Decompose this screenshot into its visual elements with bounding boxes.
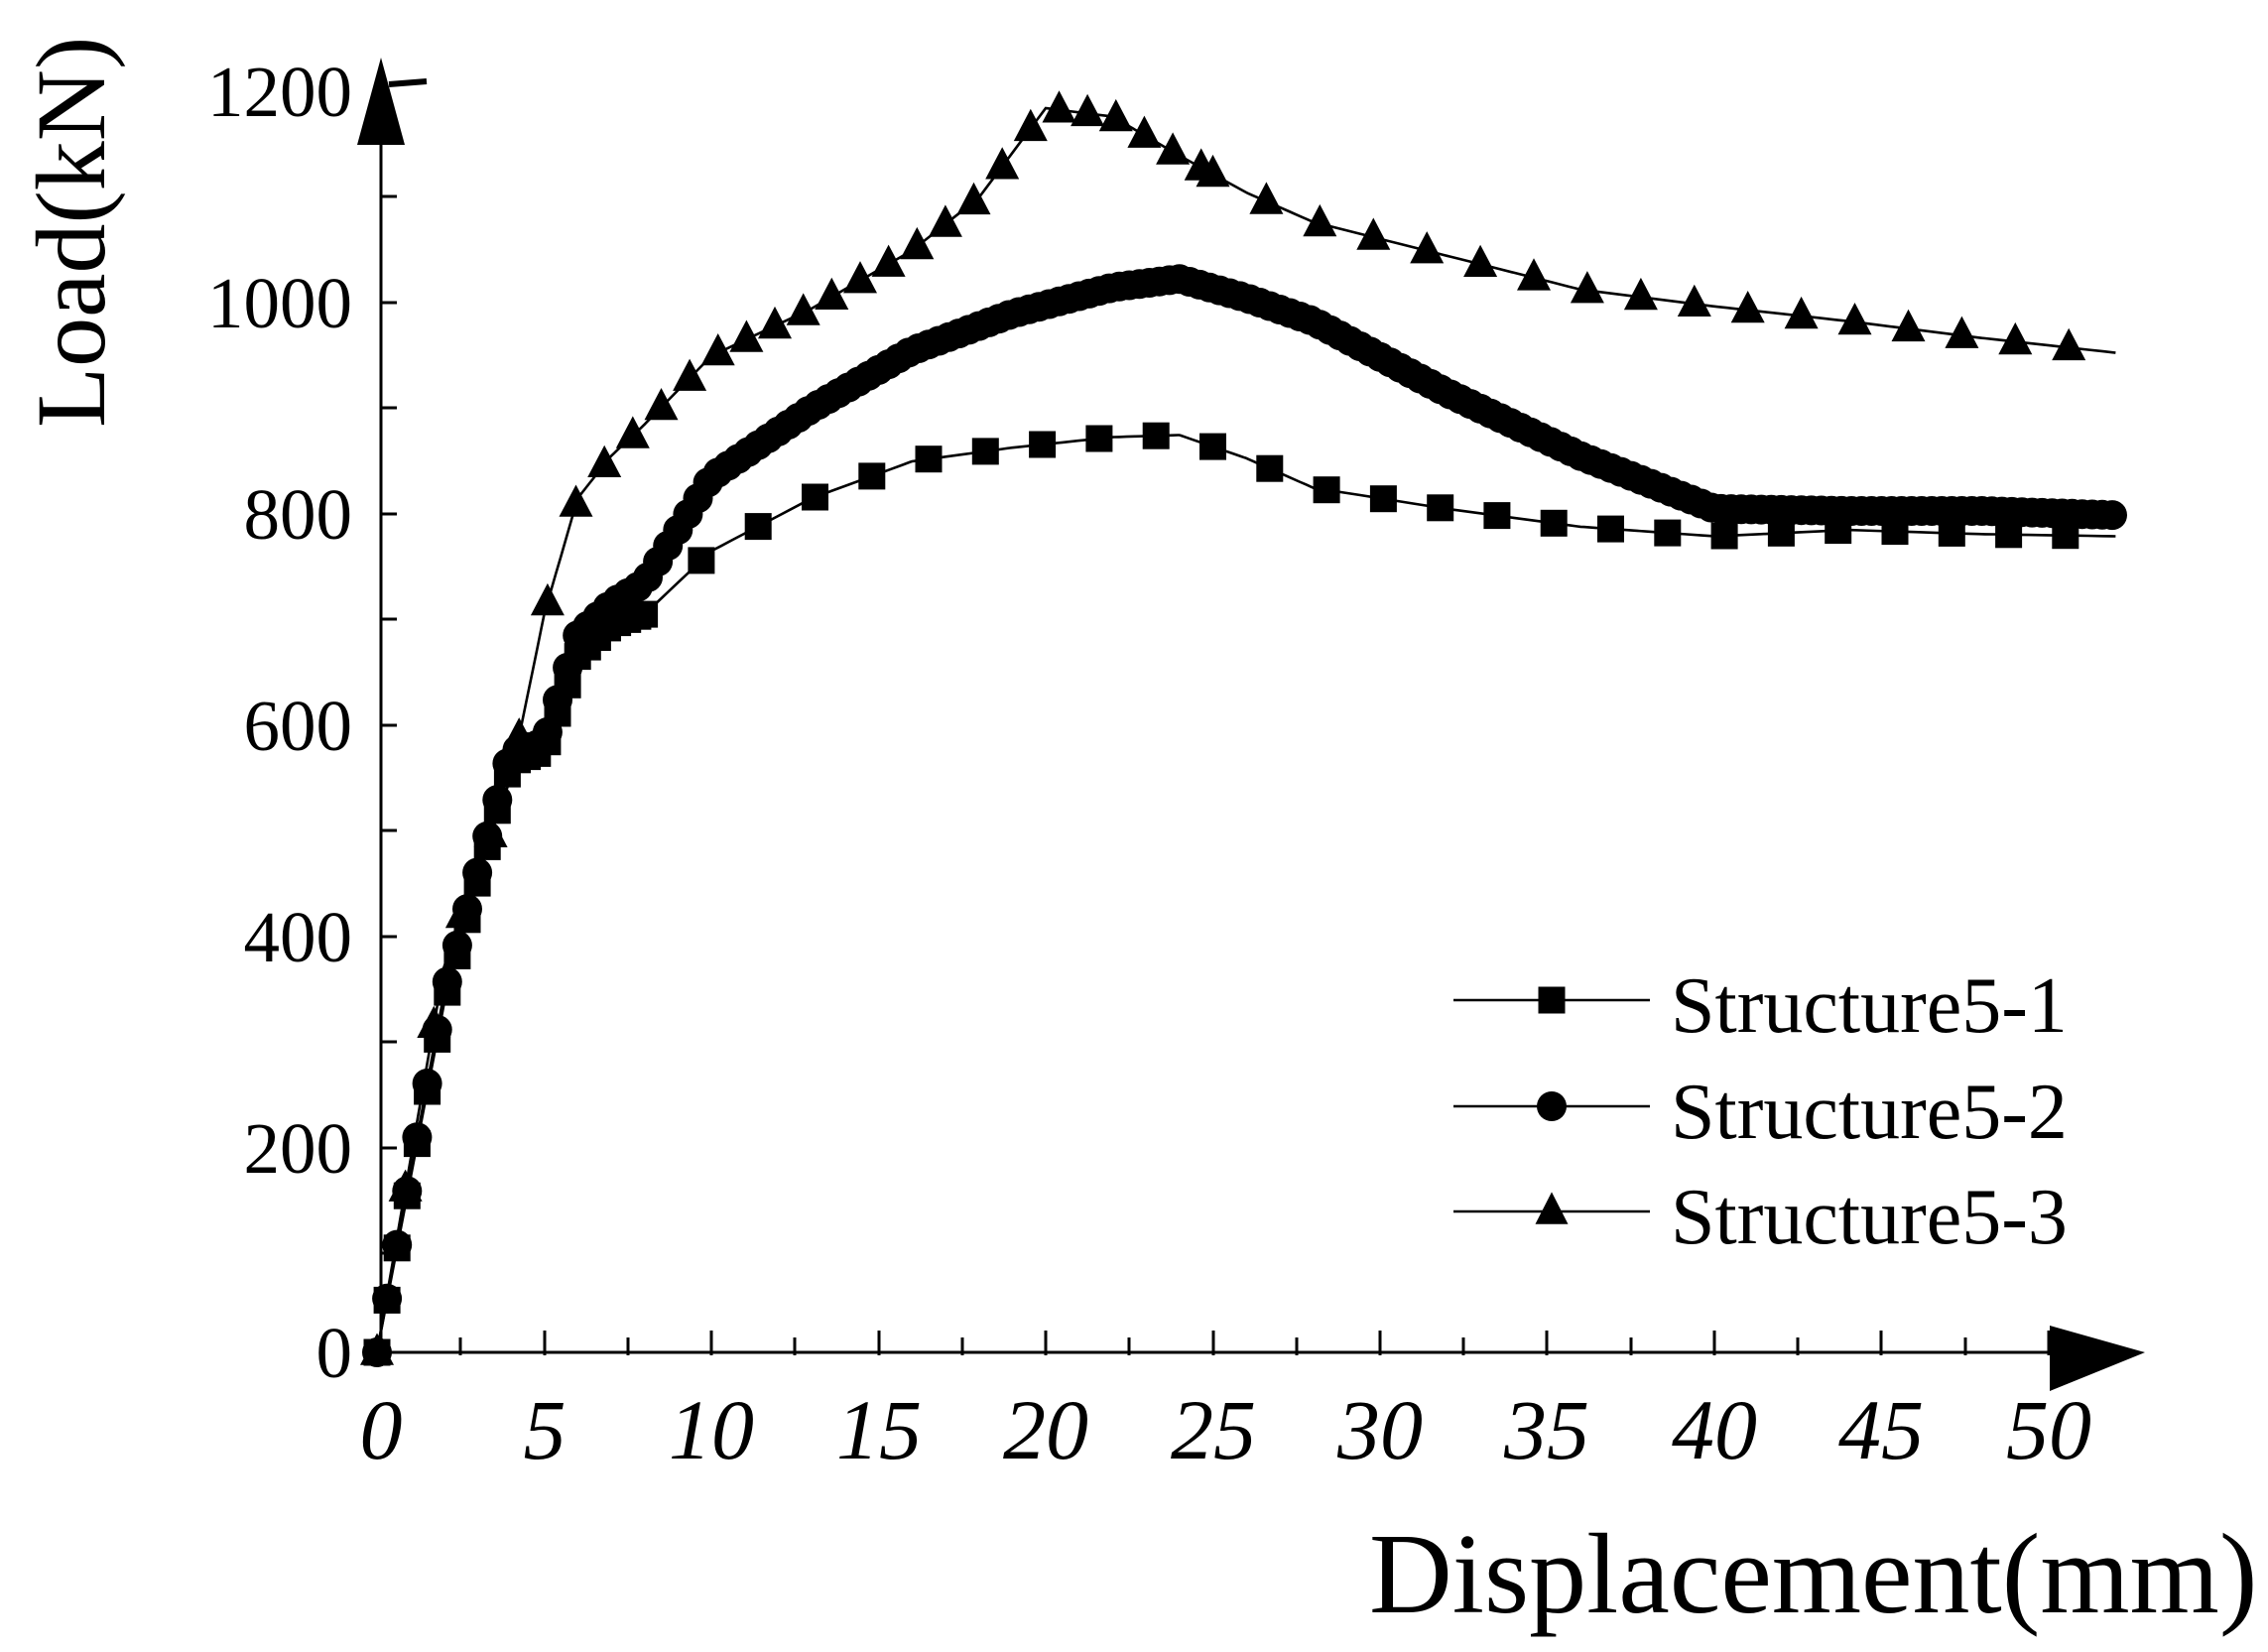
svg-text:15: 15 <box>836 1382 922 1477</box>
svg-text:Structure5-2: Structure5-2 <box>1671 1069 2068 1156</box>
svg-text:0: 0 <box>316 1313 353 1393</box>
svg-text:Structure5-3: Structure5-3 <box>1671 1174 2068 1261</box>
svg-text:1200: 1200 <box>207 52 352 132</box>
svg-text:35: 35 <box>1503 1382 1589 1477</box>
svg-text:20: 20 <box>1003 1382 1088 1477</box>
svg-text:45: 45 <box>1838 1382 1924 1477</box>
svg-text:1000: 1000 <box>207 263 352 343</box>
svg-text:10: 10 <box>669 1382 754 1477</box>
svg-text:30: 30 <box>1336 1382 1423 1477</box>
svg-text:5: 5 <box>524 1382 567 1477</box>
svg-text:200: 200 <box>244 1108 353 1189</box>
svg-text:600: 600 <box>244 686 353 766</box>
svg-text:40: 40 <box>1672 1382 1757 1477</box>
svg-text:0: 0 <box>360 1382 403 1477</box>
svg-text:Load(kN): Load(kN) <box>16 37 126 428</box>
svg-text:Structure5-1: Structure5-1 <box>1671 962 2068 1050</box>
svg-text:800: 800 <box>244 474 353 555</box>
svg-text:50: 50 <box>2006 1382 2091 1477</box>
svg-text:Displacement(mm): Displacement(mm) <box>1369 1511 2258 1638</box>
svg-text:400: 400 <box>244 897 353 977</box>
svg-text:25: 25 <box>1171 1382 1256 1477</box>
